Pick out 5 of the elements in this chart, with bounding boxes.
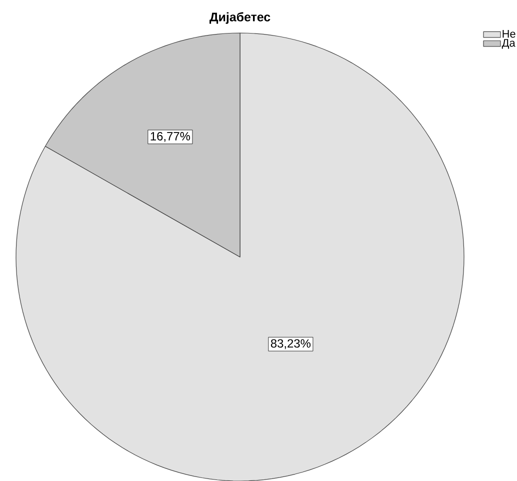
data-label: 16,77% <box>150 132 190 142</box>
legend-label: Да <box>502 39 516 49</box>
chart-title: Дијабетес <box>210 12 270 24</box>
data-label: 83,23% <box>270 339 311 350</box>
legend-label: Не <box>502 30 516 38</box>
